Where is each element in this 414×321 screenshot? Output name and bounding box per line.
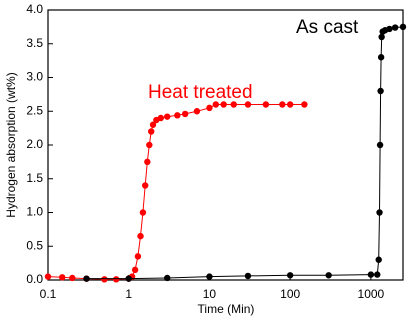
data-point (125, 275, 132, 282)
y-tick-label: 2.5 (26, 103, 43, 117)
x-tick-label: 0.1 (40, 287, 57, 301)
data-point (386, 25, 393, 33)
series-line (47, 104, 305, 280)
data-point (374, 271, 381, 278)
y-tick-label: 3.5 (26, 36, 43, 50)
data-point (59, 274, 66, 281)
data-point (144, 158, 151, 166)
y-tick-label: 1.5 (26, 171, 43, 185)
annotation: Heat treated (148, 82, 253, 103)
data-point (244, 272, 252, 280)
data-point (44, 273, 52, 280)
data-point (376, 141, 384, 149)
data-point (220, 101, 227, 108)
data-point (301, 101, 308, 108)
data-point (83, 275, 90, 282)
data-point (230, 101, 237, 108)
data-point (141, 182, 149, 189)
data-point (134, 253, 142, 260)
data-point (367, 271, 375, 278)
data-point (376, 209, 383, 216)
plot-frame (47, 9, 404, 281)
y-tick-label: 4.0 (26, 2, 43, 16)
x-tick-label: 1 (125, 287, 132, 301)
data-point (164, 274, 171, 282)
data-point (206, 273, 213, 280)
y-tick-label: 2.0 (26, 137, 43, 151)
data-point (377, 87, 384, 95)
data-point (325, 272, 332, 279)
data-point (139, 209, 147, 216)
x-tick-label: 10 (203, 287, 217, 301)
y-tick-label: 3.0 (26, 70, 43, 84)
data-point (131, 266, 139, 274)
data-point (113, 276, 120, 283)
y-tick-label: 1.0 (26, 205, 43, 219)
data-point (149, 121, 157, 128)
data-point (375, 256, 382, 263)
data-point (377, 54, 385, 61)
data-point (286, 272, 294, 279)
x-axis-label: Time (Min) (198, 302, 255, 316)
data-point (101, 276, 108, 283)
x-tick-label: 1000 (358, 287, 385, 301)
data-point (157, 114, 165, 122)
data-point (137, 232, 144, 240)
x-tick-label: 100 (280, 287, 300, 301)
data-point (206, 104, 213, 112)
data-point (399, 23, 407, 31)
annotation: As cast (296, 17, 359, 38)
data-point (286, 101, 294, 108)
series-line (86, 26, 404, 280)
data-point (244, 101, 252, 108)
y-axis-label: Hydrogen absorption (wt%) (4, 72, 18, 217)
data-point (181, 110, 189, 118)
data-point (148, 128, 155, 135)
data-point (279, 101, 286, 108)
data-point (69, 274, 76, 282)
y-tick-label: 0.5 (26, 238, 43, 252)
data-point (391, 24, 399, 31)
data-point (262, 101, 270, 108)
data-point (146, 141, 153, 149)
data-point (378, 33, 385, 41)
data-point (212, 101, 220, 108)
data-point (164, 113, 171, 120)
y-tick-label: 0.0 (26, 272, 43, 286)
data-point (174, 112, 181, 119)
data-point (193, 108, 201, 115)
